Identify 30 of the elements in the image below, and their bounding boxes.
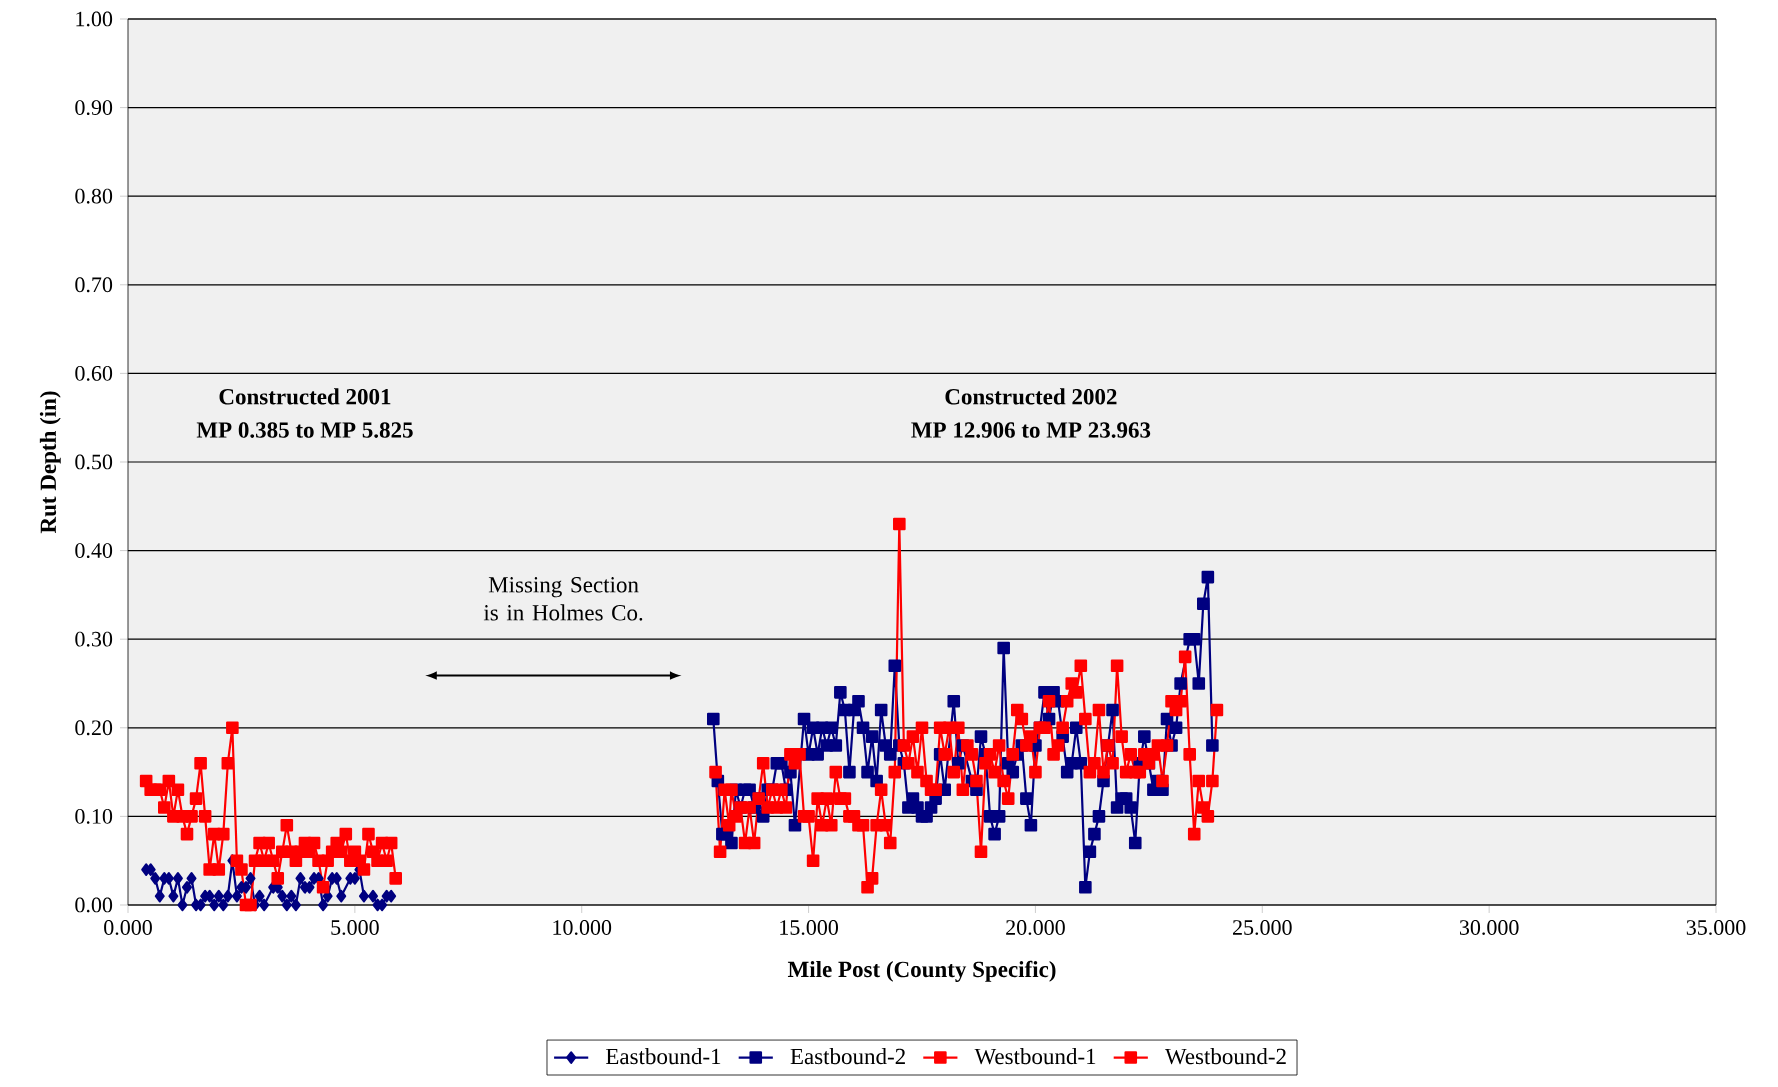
legend-label: Westbound-1	[974, 1048, 1096, 1065]
y-tick-label: 0.80	[75, 188, 113, 204]
y-tick-label: 0.10	[75, 808, 113, 824]
x-tick-label: 35.000	[1686, 920, 1746, 935]
y-tick-label: 0.00	[75, 897, 113, 913]
y-tick-label: 0.90	[75, 100, 113, 116]
annotation: MP 12.906 to MP 23.963	[911, 422, 1151, 438]
y-tick-label: 0.20	[75, 720, 113, 736]
y-tick-label: 1.00	[76, 11, 113, 27]
y-axis-title: Rut Depth (in)	[39, 391, 61, 534]
y-tick-label: 0.40	[75, 543, 113, 559]
x-tick-label: 20.000	[1006, 920, 1065, 935]
y-tick-label: 0.70	[75, 277, 113, 293]
x-tick-label: 10.000	[553, 920, 612, 935]
annotation: Constructed 2001	[219, 388, 391, 405]
y-tick-label: 0.60	[75, 365, 113, 381]
annotation: MP 0.385 to MP 5.825	[196, 422, 413, 438]
x-tick-label: 30.000	[1459, 920, 1519, 935]
x-tick-label: 5.000	[331, 920, 379, 935]
legend-label: Eastbound-1	[605, 1048, 721, 1065]
legend-label: Westbound-2	[1164, 1048, 1286, 1065]
x-tick-label: 15.000	[780, 920, 838, 935]
annotation: Missing Section is in Holmes Co.	[483, 577, 643, 621]
annotation: Constructed 2002	[945, 388, 1117, 405]
x-tick-label: 25.000	[1233, 920, 1292, 935]
x-tick-label: 0.000	[104, 920, 152, 935]
y-tick-label: 0.30	[75, 631, 113, 647]
y-tick-label: 0.50	[75, 454, 113, 470]
legend-label: Eastbound-2	[790, 1048, 905, 1065]
x-axis-title: Mile Post (County Specific)	[787, 960, 1056, 982]
